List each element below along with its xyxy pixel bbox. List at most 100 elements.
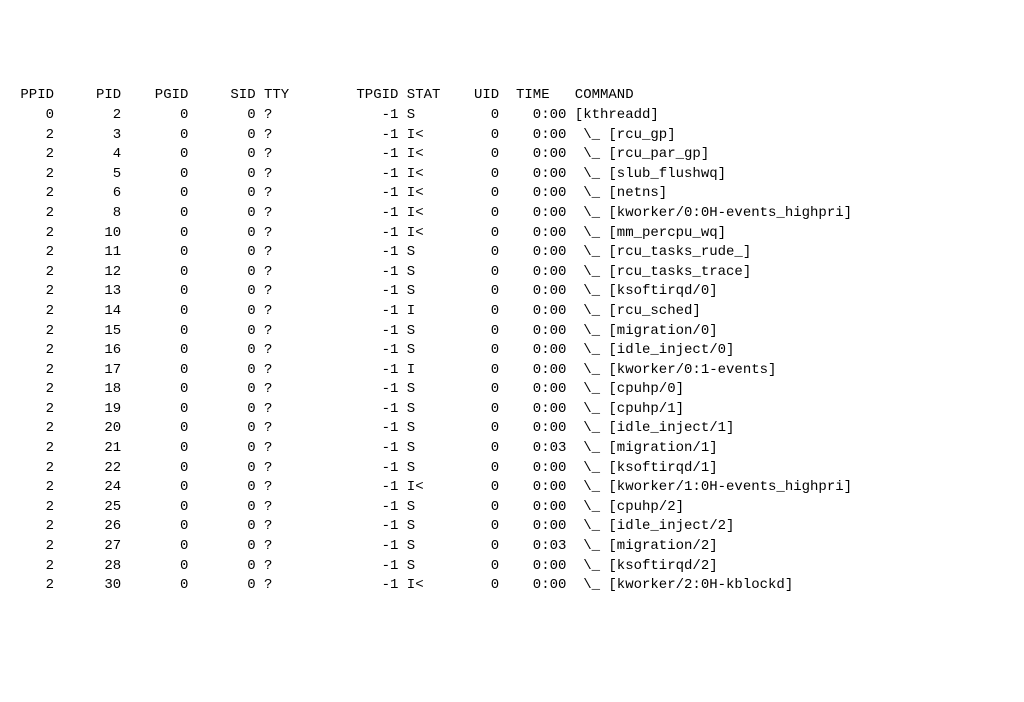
cell-stat: S — [398, 322, 448, 342]
cell-pid: 13 — [54, 282, 121, 302]
cell-time: 0:00 — [499, 557, 575, 577]
cell-command: \_ [kworker/0:0H-events_highpri] — [575, 204, 852, 224]
cell-tty: ? — [256, 243, 298, 263]
cell-uid: 0 — [449, 498, 499, 518]
cell-tpgid: -1 — [298, 106, 399, 126]
cell-pgid: 0 — [121, 478, 188, 498]
header-command: COMMAND — [575, 86, 634, 106]
table-row: 2800?-1I<00:00 \_ [kworker/0:0H-events_h… — [12, 204, 1012, 224]
table-row: 22700?-1S00:03 \_ [migration/2] — [12, 537, 1012, 557]
cell-uid: 0 — [449, 204, 499, 224]
cell-tpgid: -1 — [298, 282, 399, 302]
cell-command: \_ [ksoftirqd/0] — [575, 282, 718, 302]
cell-tty: ? — [256, 106, 298, 126]
cell-pid: 14 — [54, 302, 121, 322]
cell-pgid: 0 — [121, 341, 188, 361]
cell-stat: S — [398, 400, 448, 420]
table-row: 2600?-1I<00:00 \_ [netns] — [12, 184, 1012, 204]
cell-time: 0:00 — [499, 224, 575, 244]
cell-tpgid: -1 — [298, 165, 399, 185]
cell-uid: 0 — [449, 380, 499, 400]
cell-tpgid: -1 — [298, 439, 399, 459]
cell-ppid: 2 — [12, 557, 54, 577]
cell-sid: 0 — [188, 341, 255, 361]
header-tty: TTY — [256, 86, 298, 106]
cell-time: 0:00 — [499, 322, 575, 342]
table-row: 21900?-1S00:00 \_ [cpuhp/1] — [12, 400, 1012, 420]
table-row: 21600?-1S00:00 \_ [idle_inject/0] — [12, 341, 1012, 361]
cell-pid: 27 — [54, 537, 121, 557]
cell-uid: 0 — [449, 263, 499, 283]
cell-ppid: 2 — [12, 204, 54, 224]
cell-tpgid: -1 — [298, 302, 399, 322]
cell-ppid: 2 — [12, 263, 54, 283]
table-row: 22000?-1S00:00 \_ [idle_inject/1] — [12, 419, 1012, 439]
cell-command: \_ [ksoftirqd/1] — [575, 459, 718, 479]
cell-stat: S — [398, 263, 448, 283]
cell-command: \_ [ksoftirqd/2] — [575, 557, 718, 577]
cell-pid: 25 — [54, 498, 121, 518]
cell-tpgid: -1 — [298, 263, 399, 283]
cell-ppid: 2 — [12, 459, 54, 479]
cell-tty: ? — [256, 419, 298, 439]
cell-stat: S — [398, 459, 448, 479]
cell-time: 0:00 — [499, 498, 575, 518]
cell-ppid: 2 — [12, 517, 54, 537]
cell-uid: 0 — [449, 419, 499, 439]
cell-tty: ? — [256, 263, 298, 283]
table-row: 23000?-1I<00:00 \_ [kworker/2:0H-kblockd… — [12, 576, 1012, 596]
cell-tty: ? — [256, 126, 298, 146]
cell-tty: ? — [256, 498, 298, 518]
table-row: 2500?-1I<00:00 \_ [slub_flushwq] — [12, 165, 1012, 185]
cell-ppid: 2 — [12, 302, 54, 322]
cell-ppid: 2 — [12, 576, 54, 596]
cell-uid: 0 — [449, 106, 499, 126]
cell-command: \_ [rcu_tasks_trace] — [575, 263, 751, 283]
cell-pgid: 0 — [121, 145, 188, 165]
cell-stat: S — [398, 106, 448, 126]
cell-time: 0:00 — [499, 204, 575, 224]
cell-sid: 0 — [188, 282, 255, 302]
cell-tpgid: -1 — [298, 537, 399, 557]
cell-tpgid: -1 — [298, 243, 399, 263]
cell-pgid: 0 — [121, 498, 188, 518]
cell-command: \_ [rcu_sched] — [575, 302, 701, 322]
header-sid: SID — [188, 86, 255, 106]
cell-pid: 26 — [54, 517, 121, 537]
cell-stat: I< — [398, 224, 448, 244]
cell-pid: 17 — [54, 361, 121, 381]
header-uid: UID — [449, 86, 499, 106]
cell-sid: 0 — [188, 204, 255, 224]
cell-sid: 0 — [188, 243, 255, 263]
cell-sid: 0 — [188, 400, 255, 420]
cell-tty: ? — [256, 282, 298, 302]
cell-sid: 0 — [188, 380, 255, 400]
cell-sid: 0 — [188, 439, 255, 459]
cell-tty: ? — [256, 145, 298, 165]
cell-pid: 20 — [54, 419, 121, 439]
cell-time: 0:03 — [499, 439, 575, 459]
cell-pid: 18 — [54, 380, 121, 400]
cell-uid: 0 — [449, 341, 499, 361]
cell-command: \_ [cpuhp/0] — [575, 380, 684, 400]
cell-pgid: 0 — [121, 517, 188, 537]
cell-uid: 0 — [449, 184, 499, 204]
cell-pgid: 0 — [121, 204, 188, 224]
cell-pgid: 0 — [121, 126, 188, 146]
cell-tpgid: -1 — [298, 576, 399, 596]
cell-tty: ? — [256, 478, 298, 498]
cell-sid: 0 — [188, 145, 255, 165]
cell-sid: 0 — [188, 263, 255, 283]
table-row: 21200?-1S00:00 \_ [rcu_tasks_trace] — [12, 263, 1012, 283]
cell-uid: 0 — [449, 165, 499, 185]
cell-stat: I< — [398, 184, 448, 204]
cell-uid: 0 — [449, 439, 499, 459]
cell-pid: 19 — [54, 400, 121, 420]
cell-pid: 22 — [54, 459, 121, 479]
cell-tpgid: -1 — [298, 361, 399, 381]
cell-tpgid: -1 — [298, 341, 399, 361]
cell-uid: 0 — [449, 243, 499, 263]
cell-command: \_ [slub_flushwq] — [575, 165, 726, 185]
cell-command: \_ [rcu_gp] — [575, 126, 676, 146]
cell-ppid: 2 — [12, 145, 54, 165]
